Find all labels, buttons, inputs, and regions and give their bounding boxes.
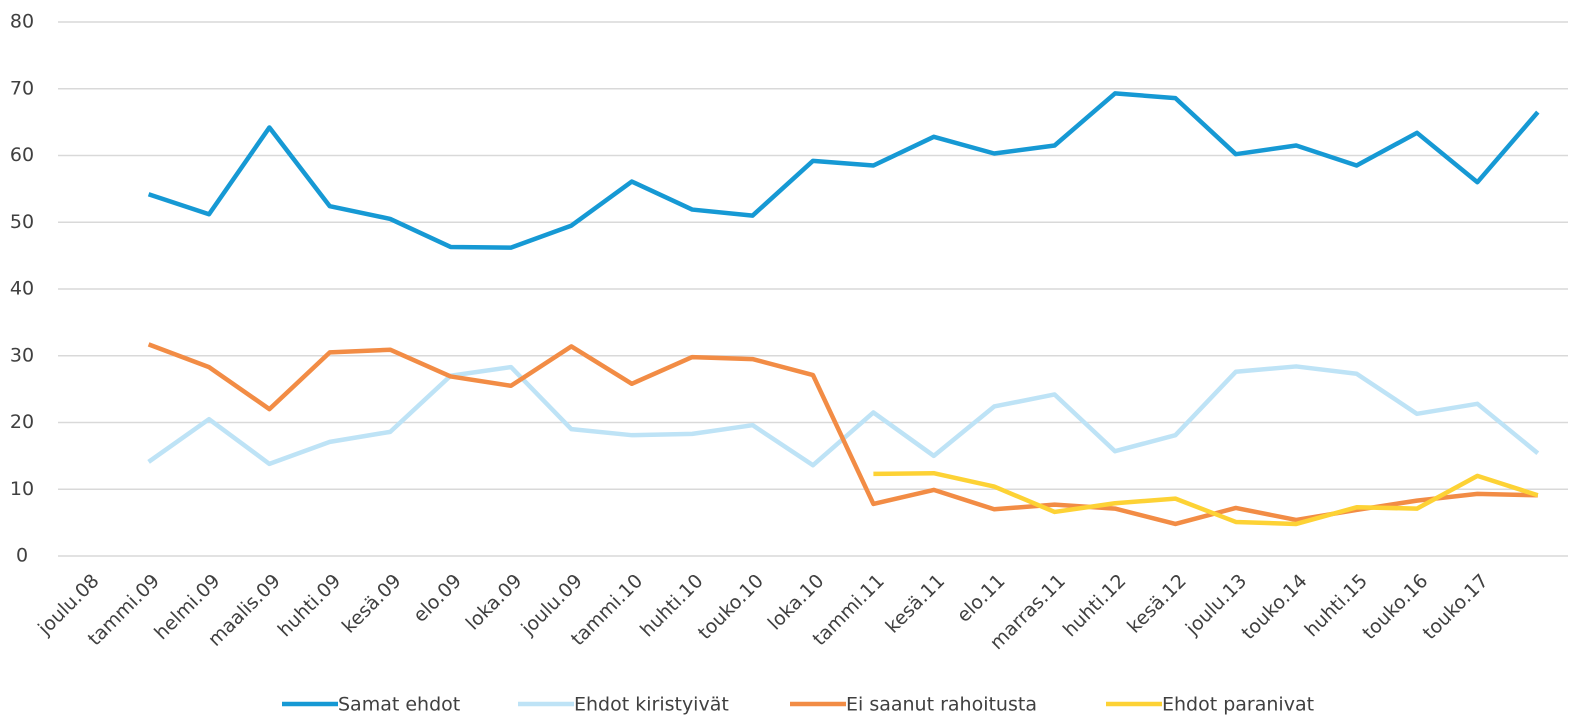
x-tick-label: touko.16 (1358, 570, 1432, 644)
y-tick-label: 50 (10, 211, 34, 233)
legend-label: Ei saanut rahoitusta (846, 694, 1037, 716)
y-tick-label: 80 (10, 11, 34, 33)
y-tick-label: 10 (10, 478, 34, 500)
legend-label: Ehdot paranivat (1162, 694, 1314, 716)
series-line (147, 364, 1540, 468)
y-tick-label: 30 (10, 344, 34, 366)
x-tick-label: touko.17 (1419, 570, 1493, 644)
series-line (873, 470, 1539, 527)
x-tick-label: kesä.12 (1123, 570, 1191, 638)
x-tick-label: touko.10 (694, 570, 768, 644)
x-tick-label: touko.14 (1237, 570, 1311, 644)
x-tick-label: huhti.12 (1059, 570, 1130, 641)
series-line (147, 91, 1540, 250)
x-tick-label: kesä.09 (338, 570, 406, 638)
y-tick-label: 70 (10, 77, 34, 99)
x-tick-label: kesä.11 (881, 570, 949, 638)
x-tick-label: elo.11 (953, 570, 1010, 627)
y-tick-label: 60 (10, 144, 34, 166)
legend-label: Ehdot kiristyivät (574, 694, 729, 716)
y-tick-label: 0 (16, 545, 28, 567)
legend-label: Samat ehdot (338, 694, 460, 716)
x-tick-label: elo.09 (409, 570, 466, 627)
y-tick-label: 40 (10, 278, 34, 300)
series-line (147, 342, 1538, 527)
y-tick-label: 20 (10, 411, 34, 433)
x-tick-label: huhti.09 (274, 570, 345, 641)
